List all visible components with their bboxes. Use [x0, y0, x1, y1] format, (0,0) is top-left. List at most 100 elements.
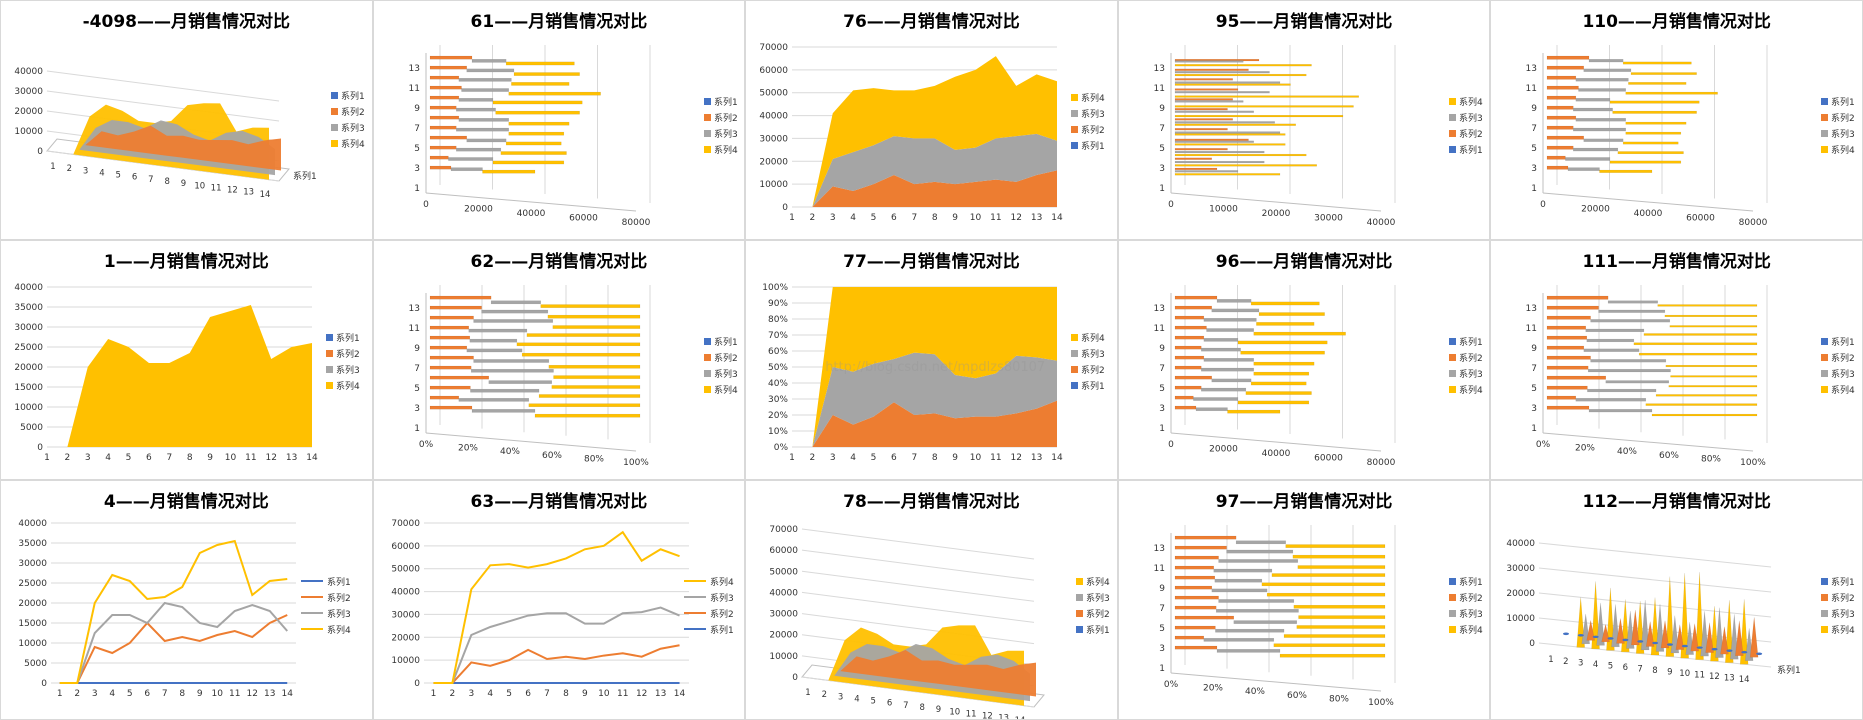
- x-tick-label: 14: [1051, 213, 1063, 223]
- y-tick-label: 13: [1153, 544, 1164, 554]
- legend-label: 系列2: [1081, 124, 1105, 136]
- y-tick-label: 0: [41, 679, 47, 689]
- bar-series-2: [1547, 105, 1574, 110]
- x-tick-label: 0%: [1164, 680, 1179, 690]
- y-tick-label: 0: [1530, 639, 1536, 649]
- y-tick-label: 13: [1526, 64, 1537, 74]
- plot-area: 0 5000 10000 15000 20000 25000 30000 35000 40000…: [14, 283, 318, 463]
- x-tick-label: 5: [1608, 661, 1613, 671]
- bar-series-4: [547, 314, 640, 319]
- x-tick-label: 4: [1593, 660, 1598, 670]
- legend-swatch: [1821, 370, 1829, 377]
- legend-label: 系列4: [710, 576, 734, 588]
- series-line-4: [59, 539, 288, 684]
- x-tick-label: 14: [282, 689, 294, 699]
- cone-series-1: [1607, 637, 1614, 640]
- legend-label: 系列3: [1081, 108, 1105, 120]
- legend-swatch: [1076, 594, 1084, 601]
- legend-swatch: [703, 98, 711, 105]
- x-tick-label: 9: [197, 689, 203, 699]
- legend-label: 系列4: [1086, 576, 1110, 588]
- bar-series-4: [1174, 114, 1343, 118]
- x-tick-label: 8: [164, 177, 169, 187]
- y-tick-label: 1: [414, 424, 420, 434]
- bar-series-4: [505, 61, 575, 66]
- bar-series-3: [1218, 599, 1294, 603]
- legend-label: 系列1: [1831, 336, 1855, 348]
- legend-label: 系列3: [710, 592, 734, 604]
- bar-series-2: [1174, 605, 1217, 610]
- cone-series-1: [1578, 634, 1585, 637]
- x-tick-label: 8: [920, 703, 925, 713]
- y-tick-label: 5: [414, 144, 420, 154]
- chart-title: 110——月销售情况对比: [1582, 12, 1771, 32]
- y-tick-label: 20%: [768, 411, 788, 421]
- bar-series-3: [1233, 620, 1297, 624]
- bar-series-4: [1266, 592, 1385, 597]
- bar-series-4: [1174, 83, 1291, 86]
- x-tick-label: 7: [166, 453, 172, 463]
- y-tick-label: 9: [1159, 584, 1165, 594]
- legend-swatch: [331, 92, 338, 99]
- y-tick-label: 30000: [1507, 564, 1536, 574]
- y-tick-label: 11: [1153, 564, 1164, 574]
- x-tick-label: 11: [990, 213, 1001, 223]
- cone-series-2: [1661, 620, 1670, 649]
- series-line-2: [59, 614, 288, 684]
- bar-series-3: [455, 147, 501, 152]
- y-tick-label: 11: [1526, 324, 1537, 334]
- bar-series-4: [1652, 413, 1758, 417]
- y-tick-label: 1: [414, 184, 420, 194]
- legend: 系列1 系列2 系列3 系列4: [1448, 576, 1483, 636]
- legend-label: 系列4: [1831, 144, 1855, 156]
- legend-swatch: [1821, 130, 1829, 137]
- y-tick-label: 1: [1532, 424, 1538, 434]
- legend-swatch: [1448, 594, 1456, 601]
- cone-series-1: [1756, 652, 1763, 656]
- bar-series-3: [1200, 347, 1241, 352]
- legend-swatch: [1448, 626, 1456, 633]
- bar-series-2: [429, 365, 471, 370]
- bar-series-2: [1174, 68, 1249, 71]
- bar-series-4: [508, 131, 564, 136]
- bar-series-3: [471, 59, 506, 63]
- y-tick-label: 1: [1159, 424, 1165, 434]
- bar-series-2: [429, 395, 459, 400]
- area-series-4: [792, 287, 1058, 447]
- floor-edge: [425, 432, 636, 452]
- bar-series-4: [1293, 604, 1385, 609]
- y-tick-label: 5: [1159, 624, 1165, 634]
- cone-series-3: [1641, 599, 1650, 651]
- x-tick-label: 1: [789, 453, 795, 463]
- bar-series-2: [1174, 545, 1227, 550]
- y-tick-label: 70000: [760, 43, 789, 53]
- bar-series-3: [1195, 407, 1228, 412]
- bar-series-3: [1174, 91, 1270, 94]
- bar-series-2: [1547, 295, 1609, 300]
- bar-series-4: [1174, 73, 1307, 77]
- bar-series-2: [1174, 118, 1233, 121]
- legend-label: 系列2: [336, 348, 360, 360]
- cone-series-2: [1750, 617, 1759, 658]
- y-tick-label: 35000: [14, 303, 43, 313]
- legend-label: 系列2: [1831, 112, 1855, 124]
- floor-edge: [1543, 432, 1754, 452]
- legend-label: 系列1: [1459, 144, 1483, 156]
- y-tick-label: 40000: [14, 67, 43, 77]
- bar-series-2: [1547, 165, 1569, 170]
- bar-series-2: [1547, 85, 1580, 90]
- bar-series-4: [1174, 164, 1317, 167]
- bar-series-3: [1568, 167, 1601, 171]
- bar-series-3: [488, 380, 552, 384]
- y-tick-label: 40000: [391, 588, 420, 598]
- x-tick-label: 60000: [1687, 214, 1716, 224]
- y-tick-label: 30000: [18, 559, 47, 569]
- bar-series-2: [1547, 315, 1592, 320]
- x-tick-label: 13: [264, 689, 275, 699]
- bar-series-3: [1174, 71, 1270, 74]
- bar-series-4: [500, 151, 567, 155]
